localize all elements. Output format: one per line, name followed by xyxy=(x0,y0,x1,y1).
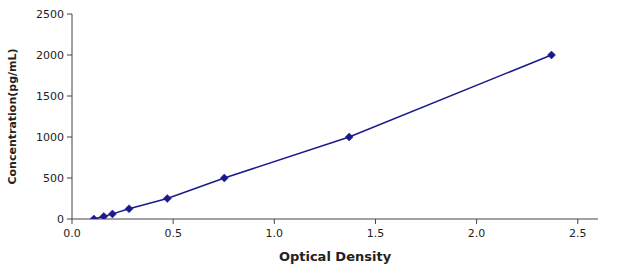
x-tick xyxy=(72,219,73,224)
y-tick-label: 2500 xyxy=(36,8,64,21)
y-tick-label: 1000 xyxy=(36,131,64,144)
y-tick xyxy=(67,96,72,97)
data-point xyxy=(90,215,98,219)
x-tick-label: 2.5 xyxy=(569,227,587,240)
x-axis-line xyxy=(72,219,598,220)
x-tick-label: 0.5 xyxy=(164,227,182,240)
data-point xyxy=(125,205,133,213)
y-tick xyxy=(67,14,72,15)
y-axis-label: Concentration(pg/mL) xyxy=(6,48,19,184)
data-point xyxy=(345,133,353,141)
y-tick xyxy=(67,219,72,220)
y-tick xyxy=(67,137,72,138)
x-tick xyxy=(173,219,174,224)
axes: 0.0 0.5 1.0 1.5 2.0 2.5 0 500 1000 1500 2000 2500 xyxy=(36,8,598,240)
y-tick-label: 500 xyxy=(43,172,64,185)
y-tick-label: 0 xyxy=(57,213,64,226)
x-tick-label: 1.5 xyxy=(367,227,385,240)
y-axis-line xyxy=(72,14,73,219)
x-tick-label: 0.0 xyxy=(63,227,81,240)
x-tick xyxy=(476,219,477,224)
data-point xyxy=(108,210,116,218)
y-tick xyxy=(67,55,72,56)
data-line xyxy=(94,55,552,219)
x-tick xyxy=(274,219,275,224)
data-point xyxy=(547,51,555,59)
x-tick-label: 1.0 xyxy=(266,227,284,240)
y-tick-label: 1500 xyxy=(36,90,64,103)
data-point xyxy=(163,195,171,203)
data-point xyxy=(220,174,228,182)
y-tick-label: 2000 xyxy=(36,49,64,62)
x-axis-label: Optical Density xyxy=(279,249,392,264)
chart-svg: 0.0 0.5 1.0 1.5 2.0 2.5 0 500 1000 1500 2000 2500 Op… xyxy=(0,0,618,271)
chart-container: 0.0 0.5 1.0 1.5 2.0 2.5 0 500 1000 1500 2000 2500 Op… xyxy=(0,0,618,271)
data-point xyxy=(100,212,108,219)
plot-data xyxy=(90,51,556,219)
x-tick-label: 2.0 xyxy=(468,227,486,240)
y-tick xyxy=(67,178,72,179)
x-tick xyxy=(577,219,578,224)
x-tick xyxy=(375,219,376,224)
